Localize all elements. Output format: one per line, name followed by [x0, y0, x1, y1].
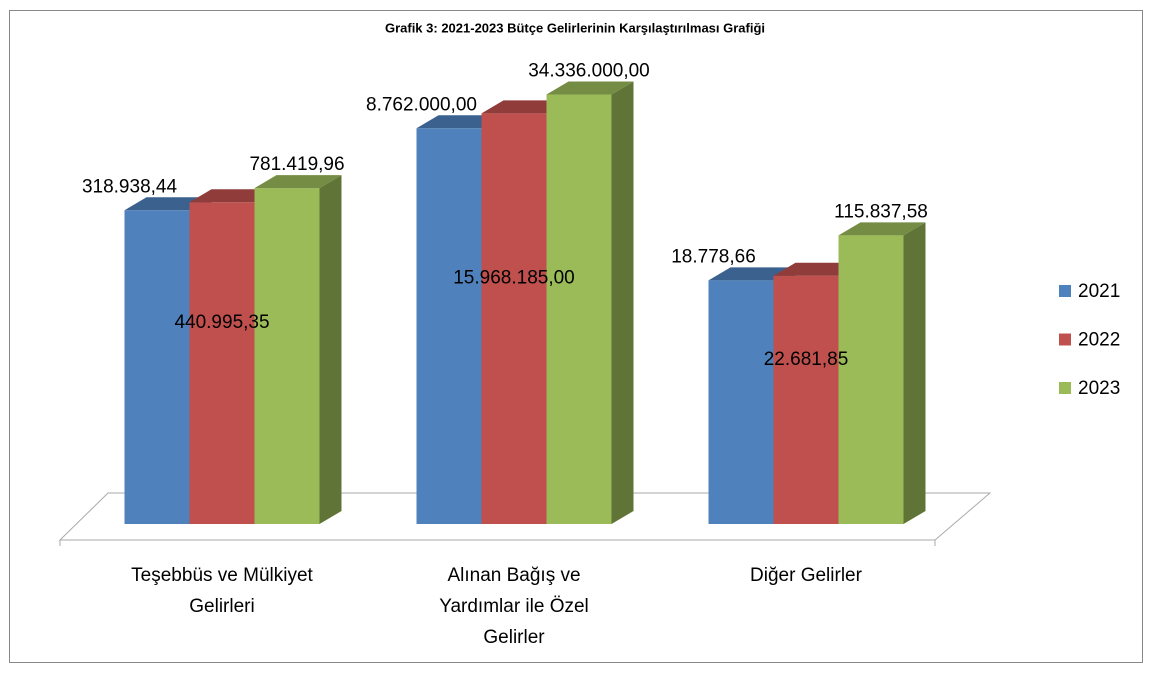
x-tick-label: Diğer Gelirler	[750, 565, 862, 586]
bar	[838, 235, 904, 524]
legend-label: 2023	[1078, 378, 1120, 399]
bar-top	[546, 81, 634, 95]
legend-swatch	[1059, 382, 1071, 394]
bar	[481, 113, 547, 525]
bar	[189, 202, 255, 524]
chart-title: Grafik 3: 2021-2023 Bütçe Gelirlerinin K…	[385, 20, 765, 35]
bar	[773, 275, 839, 524]
data-label: 115.837,58	[834, 201, 928, 222]
data-label: 15.968.185,00	[453, 268, 575, 289]
bar	[708, 280, 774, 524]
bar-top	[254, 175, 342, 189]
data-label: 18.778,66	[671, 246, 756, 267]
data-label: 318.938,44	[82, 176, 178, 197]
bar-side	[319, 175, 342, 524]
legend-label: 2022	[1078, 330, 1120, 351]
data-label: 440.995,35	[174, 312, 269, 333]
x-tick-label: Teşebbüs ve Mülkiyet Gelirleri	[131, 565, 313, 617]
x-tick-label: Alınan Bağış ve Yardımlar ile Özel Gelir…	[439, 565, 589, 648]
bar-top	[838, 222, 926, 236]
bar-side	[611, 81, 634, 524]
legend-label: 2021	[1078, 281, 1120, 302]
data-label: 781.419,96	[249, 154, 344, 175]
data-label: 22.681,85	[764, 349, 849, 370]
bar	[546, 94, 612, 524]
data-label: 8.762.000,00	[366, 94, 477, 115]
legend-swatch	[1059, 285, 1071, 297]
bar	[416, 128, 482, 525]
bar-side	[903, 222, 926, 524]
data-label: 34.336.000,00	[528, 60, 650, 81]
bar	[254, 188, 320, 524]
legend-swatch	[1059, 333, 1071, 346]
bar	[124, 210, 190, 525]
